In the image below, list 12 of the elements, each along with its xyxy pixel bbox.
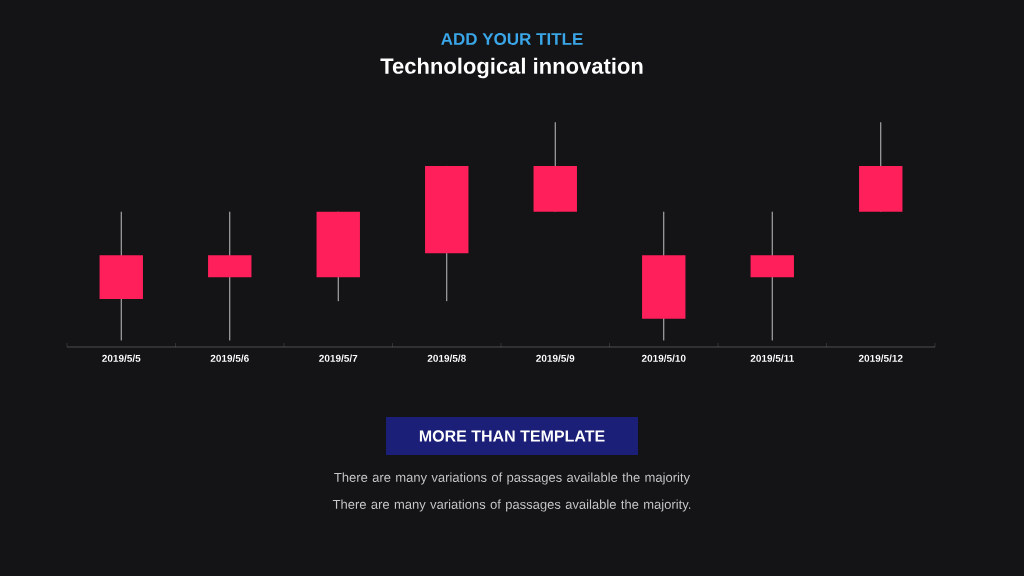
x-tick-label: 2019/5/8 [427,354,466,362]
x-tick-label: 2019/5/5 [102,354,141,362]
x-tick-label: 2019/5/7 [319,354,358,362]
x-tick-label: 2019/5/9 [536,354,575,362]
x-tick-label: 2019/5/11 [750,354,794,362]
text: MORE THAN TEMPLATE [419,430,605,442]
x-tick-label: 2019/5/12 [858,354,903,362]
text: There are many variations of passages available the majority There are many variations of passages available the majority. [332,472,691,512]
chart-subtitle: ADD YOUR TITLE [441,32,583,46]
x-tick-label: 2019/5/6 [210,354,249,362]
chart-title: Technological innovation [380,57,643,79]
x-tick-label: 2019/5/10 [641,354,686,362]
